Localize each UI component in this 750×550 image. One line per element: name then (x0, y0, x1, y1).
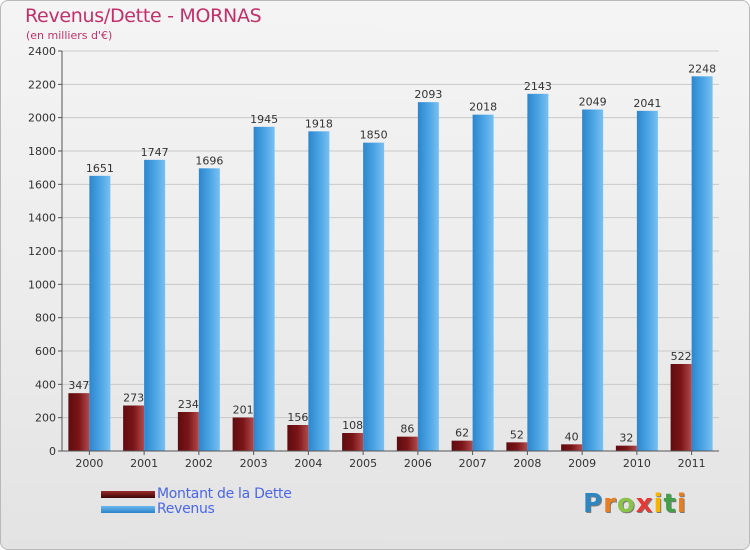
data-label-revenue-2000: 1651 (86, 162, 114, 175)
chart-subtitle: (en milliers d'€) (26, 29, 113, 42)
bars (68, 76, 713, 452)
bar-revenue-2007 (472, 114, 494, 452)
y-tick-label-800: 800 (35, 312, 56, 325)
y-tick-label-1400: 1400 (28, 212, 56, 225)
x-tick-label-2002: 2002 (185, 457, 213, 470)
data-label-debt-2006: 86 (400, 423, 414, 436)
data-label-revenue-2003: 1945 (250, 113, 278, 126)
logo-letter-4: i (653, 489, 664, 519)
data-label-revenue-2007: 2018 (469, 101, 497, 114)
bar-debt-2003 (232, 417, 254, 451)
logo-letter-0: P (583, 489, 604, 519)
bar-debt-2007 (451, 440, 473, 451)
data-label-revenue-2008: 2143 (524, 80, 552, 93)
x-tick-label-2005: 2005 (349, 457, 377, 470)
bar-revenue-2001 (144, 159, 166, 452)
y-tick-label-200: 200 (35, 412, 56, 425)
y-tick-label-0: 0 (49, 445, 56, 458)
logo-letter-2: o (616, 489, 636, 519)
y-tick-label-1200: 1200 (28, 245, 56, 258)
x-tick-label-2001: 2001 (130, 457, 158, 470)
data-label-revenue-2005: 1850 (360, 129, 388, 142)
data-label-debt-2005: 108 (342, 419, 363, 432)
bar-revenue-2008 (527, 93, 549, 451)
x-tick-label-2010: 2010 (623, 457, 651, 470)
y-tick-label-1000: 1000 (28, 278, 56, 291)
data-label-debt-2000: 347 (68, 379, 89, 392)
data-label-revenue-2010: 2041 (633, 97, 661, 110)
bar-revenue-2003 (253, 126, 275, 451)
data-label-debt-2008: 52 (510, 428, 524, 441)
bar-revenue-2005 (363, 142, 385, 451)
logo-letter-3: x (635, 489, 654, 519)
bar-debt-2010 (615, 445, 637, 451)
bar-debt-2000 (68, 393, 90, 451)
bar-revenue-2010 (636, 110, 658, 451)
data-label-debt-2011: 522 (671, 350, 692, 363)
x-tick-label-2011: 2011 (678, 457, 706, 470)
data-label-revenue-2009: 2049 (579, 96, 607, 109)
bar-debt-2001 (123, 405, 145, 451)
data-label-revenue-2006: 2093 (414, 88, 442, 101)
bar-revenue-2002 (198, 168, 220, 452)
data-label-revenue-2001: 1747 (141, 146, 169, 159)
x-tick-label-2004: 2004 (294, 457, 322, 470)
logo-letter-5: t (663, 489, 677, 519)
y-tick-label-2200: 2200 (28, 78, 56, 91)
y-tick-label-2000: 2000 (28, 112, 56, 125)
x-tick-label-2008: 2008 (513, 457, 541, 470)
data-label-revenue-2011: 2248 (688, 62, 716, 75)
y-tick-label-2400: 2400 (28, 45, 56, 58)
logo-letter-1: r (603, 489, 617, 519)
data-label-debt-2009: 40 (565, 430, 579, 443)
x-tick-label-2000: 2000 (75, 457, 103, 470)
x-tick-label-2003: 2003 (240, 457, 268, 470)
labels: 0 200 400 600 800 1000 1200 1400 1600 1800 2000 220… (28, 45, 716, 470)
bar-debt-2002 (177, 412, 199, 451)
legend-swatch-revenue (101, 506, 155, 513)
proxiti-logo: Proxiti (583, 489, 687, 519)
bar-revenue-2006 (417, 102, 439, 452)
bar-debt-2006 (396, 436, 418, 451)
data-label-revenue-2002: 1696 (195, 154, 223, 167)
y-tick-label-600: 600 (35, 345, 56, 358)
data-label-debt-2002: 234 (178, 398, 199, 411)
bar-debt-2011 (670, 364, 692, 451)
x-tick-label-2006: 2006 (404, 457, 432, 470)
legend-swatch-debt (101, 491, 155, 498)
axes (58, 50, 719, 455)
grid-lines (62, 50, 719, 452)
bar-debt-2005 (342, 433, 364, 451)
chart-title: Revenus/Dette - MORNAS (25, 5, 262, 27)
bar-revenue-2011 (691, 76, 713, 451)
y-tick-label-1600: 1600 (28, 178, 56, 191)
x-tick-label-2009: 2009 (568, 457, 596, 470)
data-label-debt-2007: 62 (455, 427, 469, 440)
bar-debt-2009 (561, 444, 583, 451)
y-tick-label-400: 400 (35, 378, 56, 391)
bar-revenue-2004 (308, 131, 330, 452)
bar-debt-2004 (287, 425, 309, 451)
y-tick-label-1800: 1800 (28, 145, 56, 158)
data-label-debt-2003: 201 (233, 404, 254, 417)
bar-revenue-2000 (89, 175, 111, 452)
data-label-debt-2010: 32 (619, 432, 633, 445)
data-label-debt-2004: 156 (287, 411, 308, 424)
legend-label-revenue: Revenus (157, 501, 215, 517)
data-label-debt-2001: 273 (123, 392, 144, 405)
x-tick-label-2007: 2007 (459, 457, 487, 470)
bar-revenue-2009 (582, 109, 604, 451)
logo-letter-6: i (676, 489, 687, 519)
legend-label-debt: Montant de la Dette (157, 486, 292, 502)
bar-debt-2008 (506, 442, 528, 451)
data-label-revenue-2004: 1918 (305, 117, 333, 130)
